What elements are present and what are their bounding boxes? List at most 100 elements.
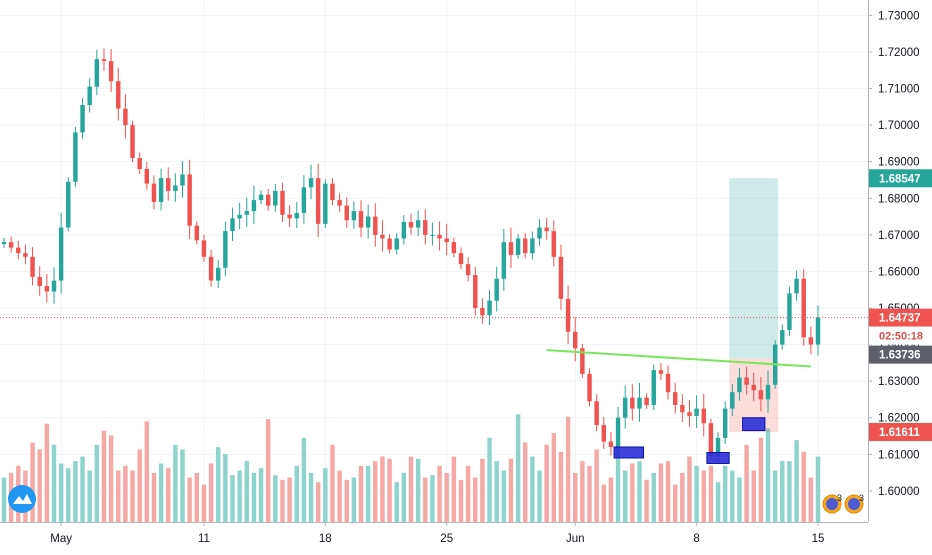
profit-zone bbox=[729, 178, 779, 359]
candle-body bbox=[573, 331, 578, 349]
candle-body bbox=[237, 214, 242, 219]
volume-bar bbox=[387, 458, 392, 522]
volume-bar bbox=[130, 470, 135, 522]
volume-bar bbox=[815, 456, 821, 522]
volume-bar bbox=[58, 463, 64, 522]
candle-body bbox=[108, 61, 114, 82]
event-icon-inner bbox=[826, 498, 838, 510]
candle-body bbox=[401, 222, 407, 239]
price-labels: 1.68547 1.64737 02:50:18 1.63736 1.61611 bbox=[869, 169, 932, 441]
volume-bar bbox=[715, 482, 721, 522]
volume-bar bbox=[158, 463, 164, 522]
volume-bar bbox=[508, 458, 514, 522]
volume-bar bbox=[801, 451, 806, 522]
candle-body bbox=[665, 373, 671, 393]
volume-bar bbox=[244, 461, 249, 522]
candle-body bbox=[430, 234, 435, 236]
candle-body bbox=[180, 174, 185, 186]
volume-bar bbox=[708, 465, 714, 522]
candle-body bbox=[765, 384, 771, 400]
volume-bar bbox=[651, 472, 656, 522]
candle-body bbox=[8, 242, 14, 248]
volume-bar bbox=[551, 433, 557, 522]
volume-bar bbox=[73, 461, 78, 522]
candle-body bbox=[223, 231, 228, 268]
volume-bar bbox=[515, 414, 521, 522]
candle-body bbox=[501, 242, 507, 279]
volume-bar bbox=[215, 447, 221, 522]
candle-body bbox=[458, 253, 464, 265]
volume-bar bbox=[116, 470, 121, 522]
candle-body bbox=[787, 293, 792, 330]
date-tick-label: May bbox=[50, 533, 72, 545]
candle-body bbox=[251, 200, 257, 212]
candle-body bbox=[644, 397, 649, 405]
volume-bar bbox=[608, 477, 614, 522]
candle-body bbox=[465, 264, 471, 276]
volume-bar bbox=[780, 461, 785, 522]
candle-body bbox=[116, 81, 121, 109]
volume-bar bbox=[101, 430, 107, 522]
price-badge bbox=[869, 169, 932, 188]
volume-bar bbox=[751, 470, 756, 522]
position-zones bbox=[729, 178, 779, 433]
candle-body bbox=[273, 190, 278, 206]
volume-bar bbox=[465, 465, 471, 522]
volume-bar bbox=[330, 444, 335, 522]
volume-bar bbox=[344, 479, 349, 522]
price-badge-label: 1.61611 bbox=[879, 427, 921, 439]
candle-body bbox=[30, 256, 35, 277]
volume-bar bbox=[237, 470, 242, 522]
volume-bar bbox=[694, 465, 699, 522]
candle-body bbox=[258, 194, 264, 201]
candle-body bbox=[701, 408, 706, 424]
candle-body bbox=[158, 178, 164, 202]
volume-bar bbox=[637, 461, 642, 522]
volume-bar bbox=[530, 456, 535, 522]
price-tick-label: 1.68000 bbox=[878, 193, 920, 205]
candle-body bbox=[651, 370, 656, 405]
volume-bar bbox=[630, 463, 635, 522]
volume-bar bbox=[180, 449, 185, 522]
candle-body bbox=[87, 86, 92, 105]
candle-body bbox=[130, 125, 135, 159]
volume-bar bbox=[108, 435, 114, 522]
candle-body bbox=[230, 218, 235, 232]
volume-bar bbox=[37, 449, 42, 522]
candle-body bbox=[387, 238, 392, 250]
volume-bar bbox=[280, 479, 285, 522]
candle-body bbox=[73, 132, 78, 182]
candle-body bbox=[744, 377, 749, 385]
price-tick-label: 1.70000 bbox=[878, 120, 920, 132]
volume-bar bbox=[408, 456, 414, 522]
candle-body bbox=[601, 425, 607, 442]
candle-body bbox=[487, 300, 492, 316]
volume-bar bbox=[680, 472, 685, 522]
countdown-label: 02:50:18 bbox=[879, 331, 923, 343]
volume-bar bbox=[615, 447, 621, 522]
volume-bar bbox=[151, 472, 157, 522]
volume-bar bbox=[258, 468, 264, 522]
volume-bar bbox=[473, 477, 478, 522]
candle-body bbox=[722, 408, 728, 438]
volume-bar bbox=[580, 461, 585, 522]
candle-body bbox=[308, 178, 314, 188]
candle-body bbox=[415, 220, 421, 228]
volume-bar bbox=[423, 477, 428, 522]
volume-bar bbox=[51, 444, 57, 522]
volume-bar bbox=[430, 475, 435, 522]
candle-body bbox=[265, 194, 271, 206]
volume-bar bbox=[437, 465, 442, 522]
volume-bar bbox=[487, 437, 492, 522]
candle-body bbox=[94, 59, 100, 87]
price-badge-label: 1.64737 bbox=[879, 313, 921, 325]
candle-body bbox=[301, 187, 307, 213]
candle-body bbox=[187, 174, 192, 226]
volume-bar bbox=[194, 472, 200, 522]
candle-body bbox=[594, 401, 599, 426]
volume-bar bbox=[451, 456, 457, 522]
volume-bar bbox=[137, 449, 142, 522]
volume-bar bbox=[565, 416, 571, 522]
